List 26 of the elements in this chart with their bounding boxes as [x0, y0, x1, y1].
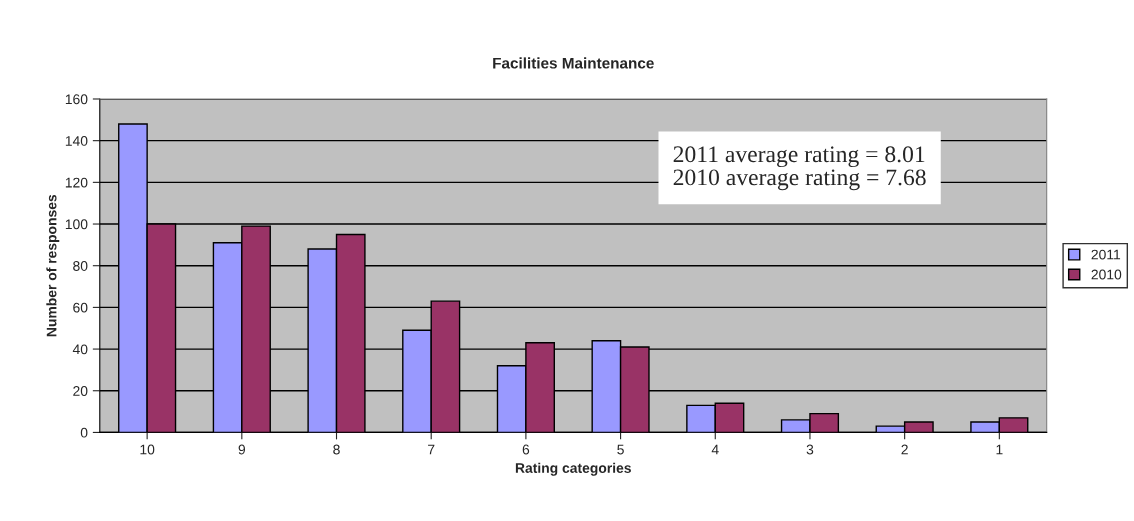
- x-tick-label: 8: [333, 444, 340, 455]
- x-tick-label: 4: [711, 444, 719, 455]
- x-axis-title: Rating categories: [515, 462, 631, 476]
- y-tick-label: 60: [73, 302, 88, 313]
- legend-label: 2010: [1091, 269, 1122, 280]
- y-tick-label: 120: [65, 177, 88, 188]
- annotation: 2010 average rating = 7.68: [673, 169, 926, 191]
- x-tick-label: 2: [901, 444, 908, 455]
- annotation: 2011 average rating = 8.01: [673, 146, 925, 168]
- y-tick-label: 20: [73, 386, 88, 396]
- x-tick-label: 3: [806, 444, 814, 455]
- legend-label: 2011: [1091, 249, 1121, 260]
- x-tick-label: 1: [996, 444, 1003, 455]
- x-tick-label: 6: [522, 444, 530, 455]
- x-tick-label: 7: [428, 444, 435, 455]
- y-tick-label: 140: [65, 136, 88, 146]
- y-tick-label: 40: [72, 344, 88, 355]
- y-axis-title: Number of responses: [46, 194, 60, 337]
- x-tick-label: 5: [617, 444, 624, 455]
- y-tick-label: 160: [65, 94, 88, 105]
- y-tick-label: 100: [65, 219, 88, 230]
- y-tick-label: 80: [73, 261, 88, 271]
- chart-title: Facilities Maintenance: [493, 57, 654, 69]
- y-tick-label: 0: [80, 427, 88, 438]
- x-tick-label: 10: [140, 444, 155, 455]
- x-tick-label: 9: [238, 444, 246, 455]
